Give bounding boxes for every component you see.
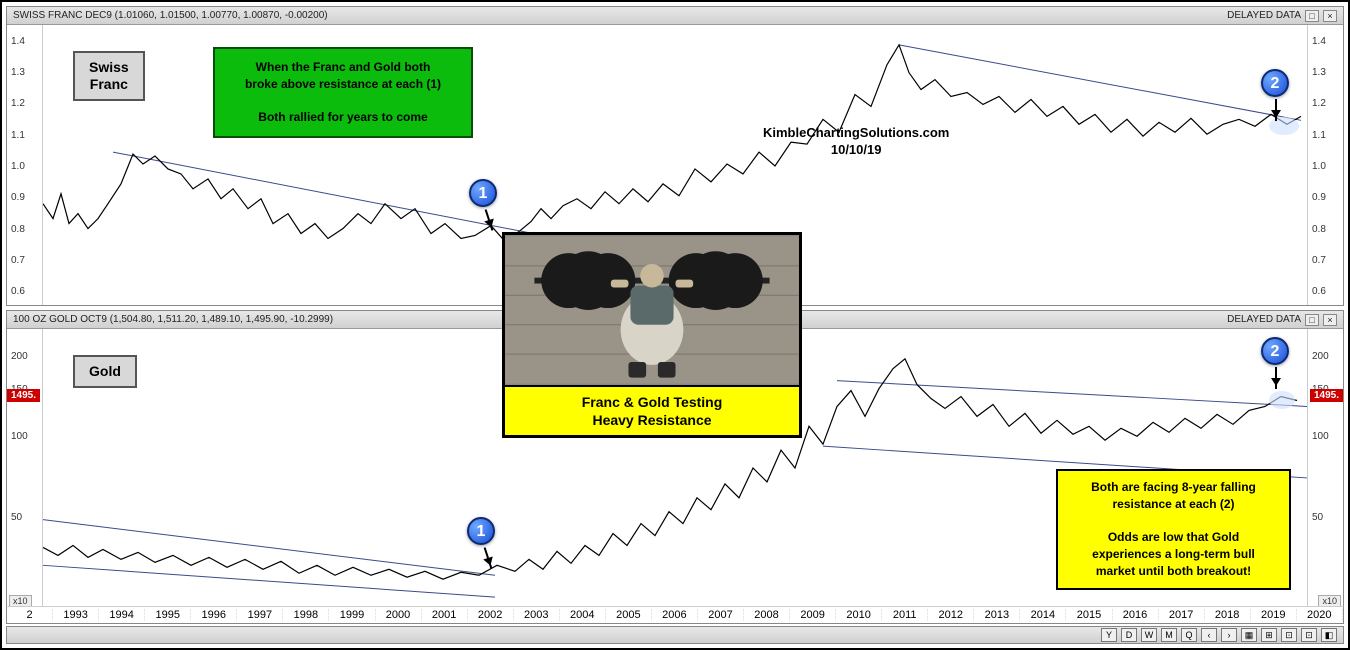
year-tick: 1997 <box>237 609 283 621</box>
year-tick: 2000 <box>376 609 422 621</box>
year-tick: 2012 <box>928 609 974 621</box>
year-tick: 2018 <box>1205 609 1251 621</box>
arrow-2 <box>1275 367 1277 389</box>
weightlifter-image <box>505 235 799 385</box>
close-icon[interactable]: × <box>1323 314 1337 326</box>
statusbar-button[interactable]: W <box>1141 628 1157 642</box>
year-tick: 2013 <box>974 609 1020 621</box>
year-tick: 2006 <box>652 609 698 621</box>
highlight-spot <box>1269 391 1295 409</box>
watermark-url: KimbleChartingSolutions.com <box>763 125 949 142</box>
annotation-yellow: Both are facing 8-year fallingresistance… <box>1056 469 1291 590</box>
marker-1: 1 <box>467 517 495 545</box>
status-bar: YDWMQ ‹ › ▦ ⊞ ⊡ ⊡ ◧ <box>6 626 1344 644</box>
year-tick: 2007 <box>698 609 744 621</box>
data-status: DELAYED DATA <box>1227 10 1301 21</box>
panel-header: SWISS FRANC DEC9 (1.01060, 1.01500, 1.00… <box>7 7 1343 25</box>
year-tick: 2009 <box>790 609 836 621</box>
watermark-date: 10/10/19 <box>763 142 949 159</box>
statusbar-button[interactable]: Q <box>1181 628 1197 642</box>
year-tick: 2020 <box>1297 609 1343 621</box>
year-tick: 2015 <box>1066 609 1112 621</box>
statusbar-button[interactable]: › <box>1221 628 1237 642</box>
header-right: DELAYED DATA □ × <box>1227 10 1337 22</box>
year-tick: 1998 <box>283 609 329 621</box>
price-tag-left: 1495. <box>7 389 40 402</box>
statusbar-button[interactable]: ‹ <box>1201 628 1217 642</box>
year-tick: 2016 <box>1113 609 1159 621</box>
y-axis-right: 1.41.31.21.11.00.90.80.70.6 <box>1307 25 1343 305</box>
statusbar-button[interactable]: M <box>1161 628 1177 642</box>
statusbar-button[interactable]: ◧ <box>1321 628 1337 642</box>
y-axis-left: 1.41.31.21.11.00.90.80.70.6 <box>7 25 43 305</box>
year-tick: 2002 <box>468 609 514 621</box>
year-tick: 1993 <box>53 609 99 621</box>
data-status: DELAYED DATA <box>1227 314 1301 325</box>
statusbar-button[interactable]: Y <box>1101 628 1117 642</box>
year-tick: 2004 <box>560 609 606 621</box>
arrow-2 <box>1275 99 1277 121</box>
maximize-icon[interactable]: □ <box>1305 314 1319 326</box>
marker-2: 2 <box>1261 69 1289 97</box>
marker-2: 2 <box>1261 337 1289 365</box>
watermark: KimbleChartingSolutions.com 10/10/19 <box>763 125 949 159</box>
time-axis: 2199319941995199619971998199920002001200… <box>6 606 1344 624</box>
year-tick: 2001 <box>422 609 468 621</box>
year-tick: 2010 <box>836 609 882 621</box>
ticker-info: 100 OZ GOLD OCT9 (1,504.80, 1,511.20, 1,… <box>13 314 333 325</box>
statusbar-button[interactable]: D <box>1121 628 1137 642</box>
year-tick: 1994 <box>99 609 145 621</box>
year-tick: 2 <box>7 609 53 621</box>
maximize-icon[interactable]: □ <box>1305 10 1319 22</box>
statusbar-button[interactable]: ▦ <box>1241 628 1257 642</box>
ticker-info: SWISS FRANC DEC9 (1.01060, 1.01500, 1.00… <box>13 10 328 21</box>
year-tick: 1996 <box>191 609 237 621</box>
year-tick: 2011 <box>882 609 928 621</box>
center-caption: Franc & Gold TestingHeavy Resistance <box>505 385 799 435</box>
statusbar-button[interactable]: ⊡ <box>1281 628 1297 642</box>
close-icon[interactable]: × <box>1323 10 1337 22</box>
marker-1: 1 <box>469 179 497 207</box>
header-right: DELAYED DATA □ × <box>1227 314 1337 326</box>
year-tick: 2005 <box>606 609 652 621</box>
y-axis-left: 20015010050 <box>7 329 43 609</box>
year-tick: 2014 <box>1020 609 1066 621</box>
year-tick: 2019 <box>1251 609 1297 621</box>
year-tick: 2003 <box>514 609 560 621</box>
asset-label: SwissFranc <box>73 51 145 101</box>
statusbar-button[interactable]: ⊡ <box>1301 628 1317 642</box>
annotation-green: When the Franc and Gold bothbroke above … <box>213 47 473 138</box>
year-tick: 1995 <box>145 609 191 621</box>
year-tick: 1999 <box>329 609 375 621</box>
y-axis-right: 20015010050 <box>1307 329 1343 609</box>
statusbar-button[interactable]: ⊞ <box>1261 628 1277 642</box>
center-callout: Franc & Gold TestingHeavy Resistance <box>502 232 802 438</box>
year-tick: 2017 <box>1159 609 1205 621</box>
asset-label: Gold <box>73 355 137 388</box>
year-tick: 2008 <box>744 609 790 621</box>
price-tag-right: 1495. <box>1310 389 1343 402</box>
